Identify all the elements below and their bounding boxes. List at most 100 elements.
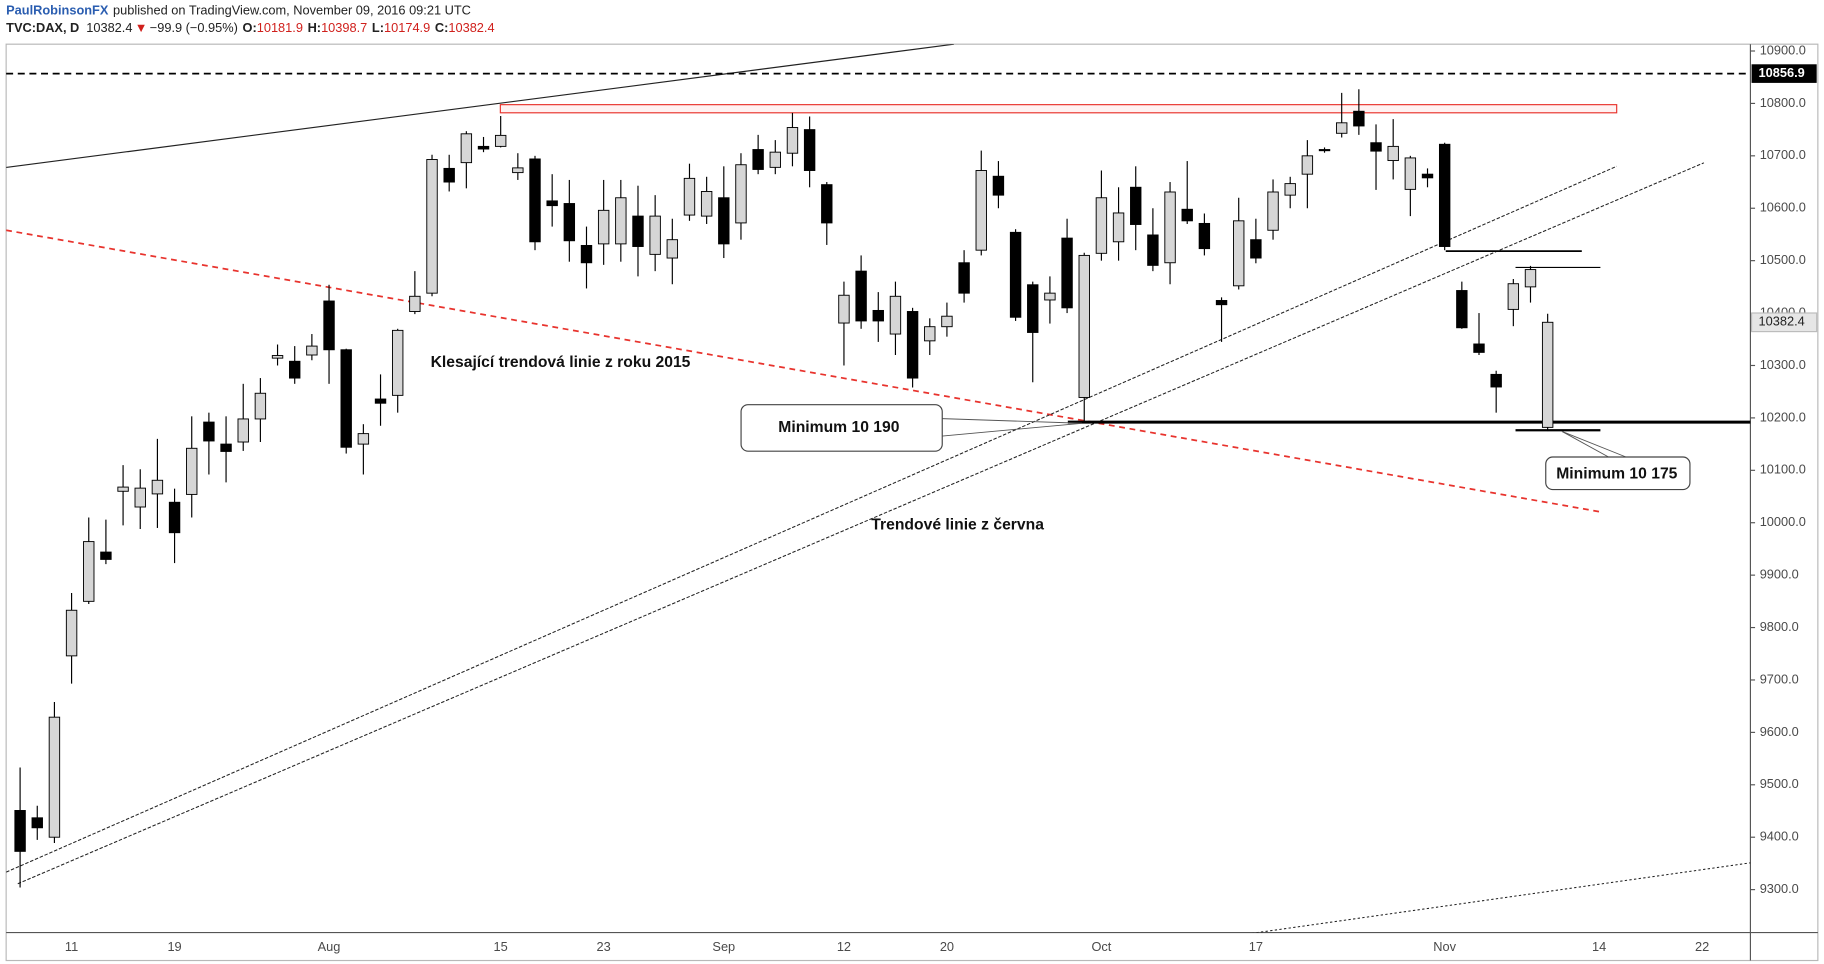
candle-body [735, 164, 747, 224]
candle-body [649, 215, 661, 255]
candle-body [1318, 149, 1331, 152]
candle-body [1284, 183, 1296, 196]
candle-body [992, 175, 1005, 196]
candle-body [254, 392, 267, 420]
callout-pointer [1561, 431, 1609, 458]
candle-body [1130, 186, 1142, 225]
y-tick-label: 10900.0 [1760, 42, 1806, 57]
candle-body [1507, 283, 1520, 310]
candle-body [1387, 145, 1399, 162]
candle-body [529, 158, 541, 243]
candle-body [1250, 239, 1262, 259]
candle-body [683, 177, 696, 216]
callout-box [1545, 456, 1691, 491]
candle-body [1541, 321, 1554, 428]
candle-body [48, 716, 61, 838]
candle-body [1061, 237, 1073, 309]
candle-body [718, 197, 730, 245]
candle-body [186, 447, 198, 495]
candle-body [597, 209, 610, 245]
candle-body [1198, 222, 1211, 250]
candle-body [203, 421, 215, 442]
y-tick-label: 10700.0 [1760, 147, 1806, 162]
candle-body [1335, 122, 1348, 134]
annotation: Trendové linie z června [871, 517, 1044, 534]
chart-frame [5, 43, 1819, 962]
candle-body [1456, 290, 1468, 329]
y-tick-label: 9600.0 [1760, 724, 1799, 739]
y-tick-label: 10000.0 [1760, 514, 1806, 529]
x-tick-label: 12 [837, 939, 851, 954]
candle-body [1267, 191, 1279, 231]
candle-body [237, 418, 249, 443]
candle-body [391, 329, 404, 396]
candle-body [460, 133, 473, 164]
x-tick-label: 20 [940, 939, 954, 954]
last-price-box [1750, 312, 1818, 333]
candle-body [357, 433, 370, 445]
candle-body [65, 609, 78, 657]
open-label: O: [243, 20, 257, 35]
symbol: TVC:DAX, D [6, 20, 79, 35]
y-tick-label: 9700.0 [1760, 671, 1799, 686]
candle-body [117, 486, 129, 492]
candle-body [821, 184, 833, 224]
candle-body [752, 149, 764, 170]
candle-body [1233, 220, 1245, 287]
candle-body [666, 239, 679, 259]
candle-body [512, 167, 524, 174]
candle-body [906, 311, 919, 379]
level-price-box [1751, 64, 1817, 83]
y-tick-label: 10500.0 [1760, 252, 1806, 267]
candle-body [1370, 142, 1382, 152]
candle-body [323, 300, 335, 351]
y-tick-label: 10800.0 [1760, 95, 1806, 110]
y-tick-label: 10200.0 [1760, 409, 1806, 424]
candle-body [477, 145, 490, 150]
low-value: 10174.9 [384, 20, 430, 35]
y-tick-label: 9500.0 [1760, 776, 1799, 791]
candle-body [615, 197, 627, 245]
drawings [6, 44, 1751, 933]
candle-body [151, 479, 164, 495]
published: published on TradingView.com, November 0… [113, 3, 471, 18]
x-tick-label: 17 [1249, 939, 1263, 954]
candle-body [1438, 143, 1451, 247]
callout-pointer [942, 422, 1082, 437]
close-label: C: [435, 20, 449, 35]
candle-body [1147, 234, 1159, 266]
candle-body [31, 817, 43, 829]
june-trend-line-2 [17, 162, 1705, 885]
candle-body [100, 551, 112, 560]
candle-body [443, 167, 455, 183]
close-value: 10382.4 [448, 20, 494, 35]
level-price-label: 10856.9 [1759, 65, 1805, 80]
candle-body [1027, 284, 1039, 333]
candle-body [1353, 110, 1365, 127]
callout-box [740, 404, 943, 452]
candle-body [872, 309, 884, 322]
x-tick-label: 14 [1592, 939, 1606, 954]
candle-body [374, 398, 387, 404]
candle-body [134, 487, 146, 508]
x-tick-label: 15 [494, 939, 508, 954]
candle-body [786, 127, 799, 154]
upper-trend-line [6, 44, 954, 169]
y-tick-label: 9900.0 [1760, 567, 1799, 582]
high-label: H: [308, 20, 322, 35]
candle-body [1181, 208, 1193, 222]
candles [14, 89, 1554, 888]
x-tick-label: 19 [167, 939, 181, 954]
x-tick-label: 22 [1695, 939, 1709, 954]
direction-arrow: ▼ [135, 20, 148, 35]
header-line-2: TVC:DAX, D 10382.4 ▼ −99.9 (−0.95%) O:10181.… [6, 20, 494, 35]
resistance-zone [499, 104, 1618, 114]
x-tick-label: Oct [1091, 939, 1111, 954]
last-price-label: 10382.4 [1759, 314, 1805, 329]
candle-body [1164, 191, 1176, 264]
candle-body [426, 159, 438, 294]
change: −99.9 (−0.95%) [150, 20, 238, 35]
x-tick-label: Sep [712, 939, 735, 954]
